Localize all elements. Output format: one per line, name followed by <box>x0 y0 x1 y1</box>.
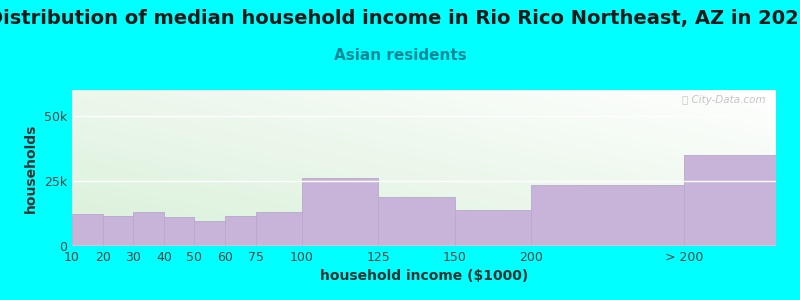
X-axis label: household income ($1000): household income ($1000) <box>320 269 528 284</box>
Bar <box>302 178 378 246</box>
Bar <box>194 221 225 246</box>
Bar <box>256 212 302 246</box>
Bar <box>164 218 194 246</box>
Bar <box>684 155 776 246</box>
Text: Asian residents: Asian residents <box>334 48 466 63</box>
Bar <box>531 185 684 246</box>
Text: ⓘ City-Data.com: ⓘ City-Data.com <box>682 95 766 105</box>
Bar <box>102 216 134 246</box>
Bar <box>454 210 531 246</box>
Bar <box>225 216 256 246</box>
Bar <box>378 196 454 246</box>
Bar <box>134 212 164 246</box>
Y-axis label: households: households <box>24 123 38 213</box>
Bar <box>72 214 102 246</box>
Text: Distribution of median household income in Rio Rico Northeast, AZ in 2022: Distribution of median household income … <box>0 9 800 28</box>
